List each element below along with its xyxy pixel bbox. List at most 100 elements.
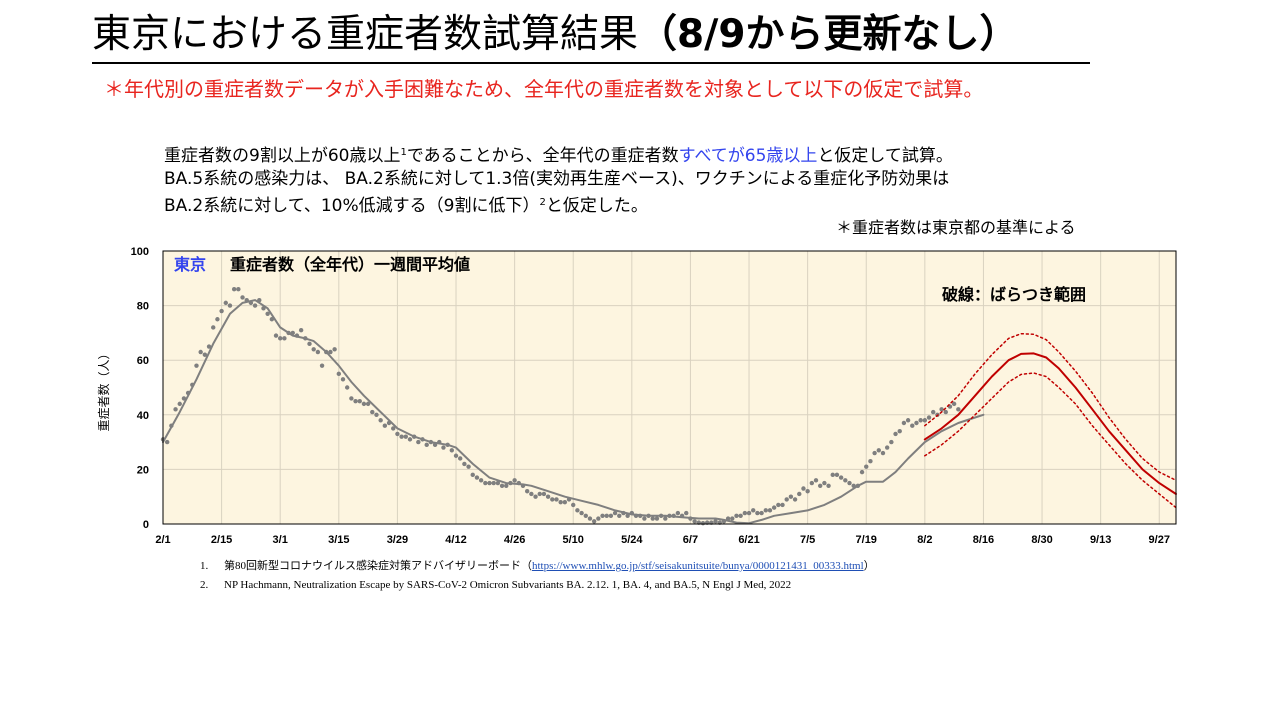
- daily-point: [236, 287, 241, 292]
- title-update-note: （8/9から更新なし）: [638, 12, 1019, 57]
- page-title: 東京における重症者数試算結果（8/9から更新なし）: [92, 10, 1019, 60]
- daily-point: [315, 349, 321, 355]
- daily-point: [273, 333, 279, 338]
- daily-point: [344, 385, 350, 390]
- daily-point: [596, 516, 601, 521]
- y-tick-label: 60: [137, 355, 149, 367]
- daily-point: [453, 453, 459, 458]
- daily-point: [278, 336, 283, 341]
- ref-2-number: 2.: [200, 579, 209, 591]
- desc-1-highlight: すべてが65歳以上: [678, 146, 818, 166]
- daily-point: [219, 308, 224, 314]
- x-tick-label: 8/30: [1031, 534, 1052, 546]
- daily-point: [654, 516, 660, 521]
- daily-point: [692, 519, 697, 524]
- daily-point: [792, 497, 798, 502]
- daily-point: [951, 401, 957, 407]
- daily-point: [780, 502, 785, 508]
- y-tick-label: 40: [137, 410, 149, 422]
- daily-point: [617, 513, 622, 519]
- daily-point: [675, 510, 681, 516]
- daily-point: [508, 480, 513, 486]
- daily-point: [671, 513, 676, 519]
- daily-point: [328, 349, 333, 355]
- daily-point: [759, 510, 764, 516]
- x-tick-label: 3/1: [273, 534, 288, 546]
- forecast-lower-line: [924, 372, 1177, 509]
- daily-point: [583, 513, 588, 519]
- daily-point: [240, 295, 245, 300]
- daily-point: [286, 330, 291, 336]
- label-series: 重症者数（全年代）一週間平均値: [230, 255, 470, 274]
- daily-point: [524, 489, 530, 494]
- daily-point: [859, 469, 865, 475]
- description-line-3: BA.2系統に対して、10%低減する（9割に低下）2と仮定した。: [164, 191, 648, 218]
- daily-point: [884, 445, 890, 450]
- daily-point: [910, 423, 915, 428]
- daily-point: [901, 420, 907, 426]
- daily-point: [332, 347, 337, 352]
- daily-point: [298, 327, 304, 333]
- description-line-2: BA.5系統の感染力は、 BA.2系統に対して1.3倍(実効再生産ベース)、ワク…: [164, 169, 950, 189]
- daily-point: [826, 483, 831, 488]
- x-tick-label: 8/2: [917, 534, 932, 546]
- daily-point: [449, 448, 455, 453]
- daily-point: [784, 497, 789, 502]
- daily-point: [864, 464, 869, 469]
- ref-1-number: 1.: [200, 560, 209, 572]
- daily-point: [612, 510, 618, 516]
- series-layer: [160, 287, 1177, 526]
- daily-point: [529, 491, 534, 497]
- daily-point: [257, 297, 262, 303]
- daily-point: [876, 448, 881, 453]
- x-tick-label: 7/5: [800, 534, 815, 546]
- daily-point: [813, 478, 819, 483]
- daily-point: [868, 459, 873, 464]
- x-tick-label: 9/13: [1090, 534, 1111, 546]
- criteria-note: ＊重症者数は東京都の基準による: [836, 218, 1076, 237]
- daily-point: [817, 483, 823, 488]
- daily-point: [562, 499, 568, 505]
- ref-1-link[interactable]: https://www.mhlw.go.jp/stf/seisakunitsui…: [532, 560, 864, 572]
- daily-point: [771, 505, 777, 510]
- daily-point: [244, 297, 249, 303]
- daily-point: [181, 396, 187, 401]
- daily-point: [571, 502, 576, 508]
- daily-point: [215, 317, 220, 322]
- daily-point: [428, 439, 434, 445]
- daily-point: [721, 519, 727, 524]
- daily-point: [926, 415, 932, 420]
- y-tick-label: 0: [143, 519, 149, 531]
- desc-1a: 重症者数の9割以上が60歳以上: [164, 146, 401, 166]
- daily-point: [487, 480, 492, 486]
- x-axis: 2/1 2/15 3/1 3/15 3/29 4/12 4/26 5/10 5/24 6/7 6/2…: [155, 534, 1170, 546]
- desc-1b: であることから、全年代の重症者数: [406, 146, 679, 166]
- daily-point: [688, 516, 693, 521]
- daily-point: [353, 398, 358, 404]
- daily-point: [742, 510, 748, 516]
- reference-2: 2. NP Hachmann, Neutralization Escape by …: [200, 576, 875, 595]
- daily-point: [311, 347, 316, 352]
- daily-point: [391, 426, 396, 431]
- daily-point: [700, 520, 706, 526]
- daily-point: [361, 401, 367, 407]
- daily-point: [755, 510, 760, 516]
- desc-3-sup: 2: [539, 197, 546, 208]
- plot-area: [163, 251, 1176, 524]
- daily-point: [445, 442, 450, 448]
- daily-point: [566, 497, 572, 502]
- daily-point: [252, 303, 258, 308]
- ref-1-close: ）: [863, 560, 875, 572]
- ref-1-text: 第80回新型コロナウイルス感染症対策アドバイザリーボード（: [224, 560, 532, 572]
- description-line-1: 重症者数の9割以上が60歳以上1であることから、全年代の重症者数すべてが65歳以…: [164, 141, 953, 168]
- title-underline: [92, 62, 1090, 64]
- daily-point: [432, 442, 438, 448]
- label-tokyo: 東京: [174, 255, 206, 274]
- daily-point: [767, 508, 773, 513]
- daily-point: [307, 341, 312, 347]
- daily-point: [340, 377, 346, 382]
- daily-point: [554, 497, 559, 502]
- daily-point: [922, 418, 928, 423]
- daily-point: [788, 494, 794, 499]
- title-main: 東京における重症者数試算結果: [92, 12, 639, 57]
